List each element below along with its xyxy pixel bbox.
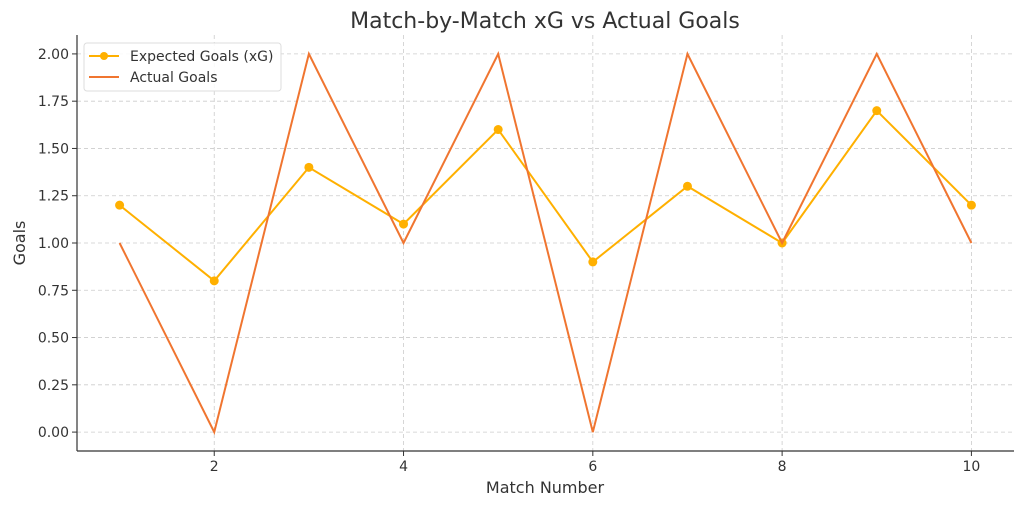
legend-label-xg: Expected Goals (xG) xyxy=(130,49,273,65)
y-tick-label: 0.50 xyxy=(38,331,69,347)
x-axis-label: Match Number xyxy=(486,478,605,497)
data-point xyxy=(966,200,976,210)
y-tick-label: 0.25 xyxy=(38,378,69,394)
series-line-1 xyxy=(118,51,973,435)
y-tick-label: 1.75 xyxy=(38,94,69,110)
data-point xyxy=(588,257,598,267)
x-tick-label: 4 xyxy=(399,459,408,475)
x-tick-label: 8 xyxy=(778,459,787,475)
data-point xyxy=(209,276,219,286)
ticks: 2 4 6 8 10 0.00 0.25 0.50 0.75 1.00 1.25 1.50 1.75 2.… xyxy=(38,47,980,475)
series-line-0 xyxy=(118,109,973,283)
legend-label-actual: Actual Goals xyxy=(130,70,218,86)
data-point xyxy=(115,200,125,210)
data-point xyxy=(399,219,409,229)
y-tick-label: 1.25 xyxy=(38,189,69,205)
y-tick-label: 0.75 xyxy=(38,283,69,299)
data-point xyxy=(872,106,882,116)
chart-title: Match-by-Match xG vs Actual Goals xyxy=(350,9,740,34)
series xyxy=(115,51,976,435)
legend-marker-xg xyxy=(100,52,108,60)
grid xyxy=(77,35,1014,451)
data-point xyxy=(493,125,503,135)
legend: Expected Goals (xG) Actual Goals xyxy=(83,42,282,92)
y-tick-label: 1.00 xyxy=(38,236,69,252)
y-tick-label: 0.00 xyxy=(38,425,69,441)
y-tick-label: 2.00 xyxy=(38,47,69,63)
x-tick-label: 6 xyxy=(588,459,597,475)
data-point xyxy=(304,162,314,172)
data-point xyxy=(682,181,692,191)
y-axis-label: Goals xyxy=(10,221,29,266)
x-tick-label: 10 xyxy=(962,459,980,475)
x-tick-label: 2 xyxy=(210,459,219,475)
y-tick-label: 1.50 xyxy=(38,141,69,157)
legend-box xyxy=(83,42,282,92)
